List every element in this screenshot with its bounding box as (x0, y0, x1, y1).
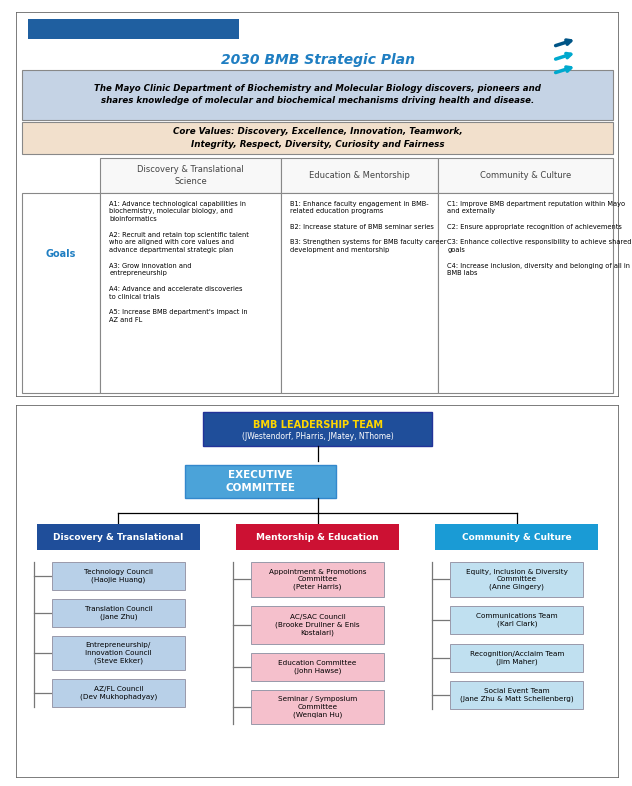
Text: C1: Improve BMB department reputation within Mayo
and externally

C2: Ensure app: C1: Improve BMB department reputation wi… (447, 200, 632, 276)
FancyBboxPatch shape (22, 122, 613, 154)
Text: BMB LEADERSHIP TEAM: BMB LEADERSHIP TEAM (253, 420, 382, 430)
FancyBboxPatch shape (251, 653, 384, 681)
Text: EXECUTIVE
COMMITTEE: EXECUTIVE COMMITTEE (225, 470, 295, 493)
FancyBboxPatch shape (439, 158, 613, 193)
FancyBboxPatch shape (37, 524, 200, 550)
Text: Education & Mentorship: Education & Mentorship (310, 171, 410, 180)
Text: Core Values: Discovery, Excellence, Innovation, Teamwork,
Integrity, Respect, Di: Core Values: Discovery, Excellence, Inno… (173, 127, 463, 149)
FancyBboxPatch shape (28, 20, 239, 39)
FancyBboxPatch shape (435, 524, 599, 550)
FancyBboxPatch shape (52, 599, 185, 627)
FancyBboxPatch shape (22, 69, 613, 119)
FancyBboxPatch shape (251, 607, 384, 644)
FancyBboxPatch shape (451, 681, 583, 709)
Text: Technology Council
(Haojie Huang): Technology Council (Haojie Huang) (84, 568, 153, 582)
Text: Translation Council
(Jane Zhu): Translation Council (Jane Zhu) (85, 606, 152, 620)
Text: (JWestendorf, PHarris, JMatey, NThome): (JWestendorf, PHarris, JMatey, NThome) (241, 432, 394, 441)
FancyBboxPatch shape (439, 193, 613, 393)
Text: Equity, Inclusion & Diversity
Committee
(Anne Gingery): Equity, Inclusion & Diversity Committee … (466, 568, 568, 590)
Text: Appointment & Promotions
Committee
(Peter Harris): Appointment & Promotions Committee (Pete… (269, 568, 367, 590)
Text: B1: Enhance faculty engagement in BMB-
related education programs

B2: Increase : B1: Enhance faculty engagement in BMB- r… (291, 200, 447, 253)
FancyBboxPatch shape (281, 158, 439, 193)
FancyBboxPatch shape (251, 561, 384, 597)
FancyBboxPatch shape (451, 607, 583, 634)
Text: 2030 BMB Strategic Plan: 2030 BMB Strategic Plan (221, 53, 415, 67)
FancyBboxPatch shape (251, 690, 384, 724)
FancyBboxPatch shape (451, 561, 583, 597)
FancyBboxPatch shape (16, 12, 619, 397)
FancyBboxPatch shape (16, 405, 619, 778)
Text: AC/SAC Council
(Brooke Druilner & Enis
Kostalari): AC/SAC Council (Brooke Druilner & Enis K… (276, 614, 360, 636)
Text: Goals: Goals (46, 249, 76, 259)
Text: Education Committee
(John Hawse): Education Committee (John Hawse) (278, 660, 357, 674)
Text: The Mayo Clinic Department of Biochemistry and Molecular Biology discovers, pion: The Mayo Clinic Department of Biochemist… (94, 84, 541, 105)
FancyBboxPatch shape (451, 644, 583, 672)
FancyBboxPatch shape (22, 193, 100, 393)
Text: Communications Team
(Karl Clark): Communications Team (Karl Clark) (476, 613, 557, 627)
Text: Discovery & Translational
Science: Discovery & Translational Science (137, 165, 244, 185)
FancyBboxPatch shape (100, 193, 281, 393)
FancyBboxPatch shape (52, 561, 185, 590)
Text: Entrepreneurship/
Innovation Council
(Steve Ekker): Entrepreneurship/ Innovation Council (St… (85, 642, 152, 664)
Text: AZ/FL Council
(Dev Mukhophadyay): AZ/FL Council (Dev Mukhophadyay) (80, 686, 157, 700)
FancyBboxPatch shape (236, 524, 399, 550)
Text: A1: Advance technological capabilities in
biochemistry, molecular biology, and
b: A1: Advance technological capabilities i… (109, 200, 249, 323)
Text: Mentorship & Education: Mentorship & Education (256, 533, 379, 542)
Text: Discovery & Translational: Discovery & Translational (53, 533, 183, 542)
Text: Recognition/Acclaim Team
(Jim Maher): Recognition/Acclaim Team (Jim Maher) (470, 651, 564, 665)
Text: Social Event Team
(Jane Zhu & Matt Schellenberg): Social Event Team (Jane Zhu & Matt Schel… (460, 688, 574, 702)
FancyBboxPatch shape (100, 158, 281, 193)
Text: Community & Culture: Community & Culture (480, 171, 571, 180)
FancyBboxPatch shape (203, 412, 432, 446)
Text: Seminar / Symposium
Committee
(Wenqian Hu): Seminar / Symposium Committee (Wenqian H… (278, 696, 357, 718)
FancyBboxPatch shape (281, 193, 439, 393)
Text: Community & Culture: Community & Culture (462, 533, 571, 542)
FancyBboxPatch shape (52, 679, 185, 707)
FancyBboxPatch shape (52, 637, 185, 670)
FancyBboxPatch shape (185, 465, 336, 498)
